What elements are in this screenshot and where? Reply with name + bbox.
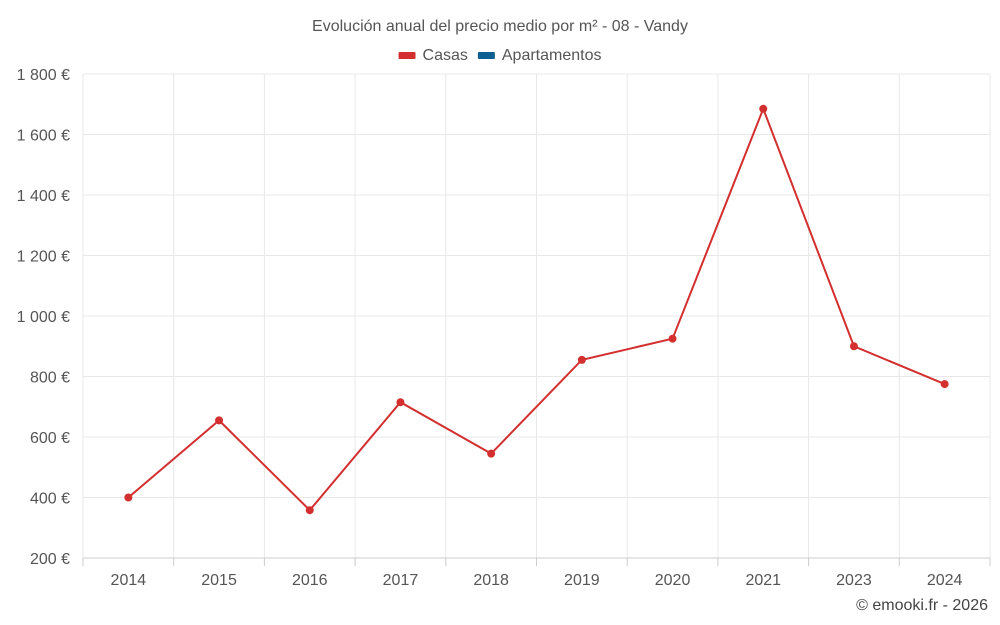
gridlines bbox=[82, 73, 991, 559]
data-point[interactable] bbox=[396, 398, 405, 407]
data-point[interactable] bbox=[668, 334, 677, 343]
data-point[interactable] bbox=[215, 416, 224, 425]
y-tick-label: 800 € bbox=[30, 370, 70, 387]
data-point[interactable] bbox=[124, 493, 133, 502]
data-point[interactable] bbox=[759, 104, 768, 113]
x-tick-label: 2020 bbox=[655, 572, 691, 589]
data-point[interactable] bbox=[487, 449, 496, 458]
x-tick-label: 2014 bbox=[111, 572, 147, 589]
y-tick-label: 1 000 € bbox=[17, 309, 70, 326]
x-tick-label: 2016 bbox=[292, 572, 328, 589]
y-tick-label: 1 400 € bbox=[17, 188, 70, 205]
y-axis: 200 € 400 € 600 € 800 € 1 000 € 1 200 € 1 400 … bbox=[17, 67, 70, 568]
x-tick-label: 2017 bbox=[383, 572, 419, 589]
y-tick-label: 400 € bbox=[30, 491, 70, 508]
legend-label: Casas bbox=[423, 47, 468, 64]
y-tick-label: 1 200 € bbox=[17, 249, 70, 266]
legend-item-casas[interactable]: Casas bbox=[398, 47, 468, 64]
x-tick-label: 2023 bbox=[836, 572, 872, 589]
legend-swatch bbox=[398, 52, 416, 59]
x-tick-label: 2019 bbox=[564, 572, 600, 589]
legend: Casas Apartamentos bbox=[398, 47, 602, 64]
credit-text: © emooki.fr - 2026 bbox=[856, 597, 988, 614]
x-tick-label: 2024 bbox=[927, 572, 963, 589]
legend-item-apartamentos[interactable]: Apartamentos bbox=[477, 47, 602, 64]
x-axis: 2014 2015 2016 2017 2018 2019 2020 2021 2023 2024 bbox=[82, 557, 991, 589]
series-layer bbox=[124, 104, 949, 515]
legend-swatch bbox=[477, 52, 495, 59]
data-point[interactable] bbox=[849, 342, 858, 351]
y-tick-label: 600 € bbox=[30, 430, 70, 447]
x-tick-label: 2018 bbox=[473, 572, 509, 589]
legend-label: Apartamentos bbox=[502, 47, 602, 64]
y-tick-label: 1 600 € bbox=[17, 128, 70, 145]
data-point[interactable] bbox=[577, 355, 586, 364]
series-line-casas bbox=[127, 106, 946, 512]
x-tick-label: 2021 bbox=[745, 572, 781, 589]
data-point[interactable] bbox=[940, 380, 949, 389]
y-tick-label: 1 800 € bbox=[17, 67, 70, 84]
y-tick-label: 200 € bbox=[30, 551, 70, 568]
data-point[interactable] bbox=[305, 506, 314, 515]
x-tick-label: 2015 bbox=[201, 572, 237, 589]
chart-title: Evolución anual del precio medio por m² … bbox=[312, 18, 688, 35]
